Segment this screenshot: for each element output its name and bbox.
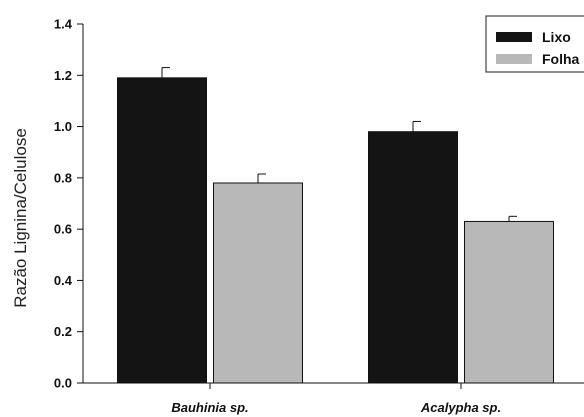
x-category-label: Bauhinia sp.: [171, 400, 248, 415]
bars-layer: [117, 67, 554, 384]
bar-folha-1: [464, 220, 554, 384]
legend: Lixo Folha: [485, 15, 584, 73]
y-tick-label: 1.4: [54, 17, 73, 32]
x-category-label: Acalypha sp.: [420, 400, 501, 415]
y-axis-title: Razão Lignina/Celulose: [11, 128, 30, 308]
legend-label-lixo: Lixo: [542, 29, 571, 45]
bar-lixo-1: [368, 131, 458, 384]
y-tick-label: 0.6: [54, 222, 72, 237]
y-tick-label: 0.2: [54, 324, 72, 339]
y-tick-label: 0.8: [54, 170, 72, 185]
x-categories: Bauhinia sp. Acalypha sp.: [171, 383, 501, 415]
y-ticks: 0.0 0.2 0.4 0.6 0.8 1.0 1.2 1.4: [54, 17, 83, 391]
legend-label-folha: Folha: [542, 51, 580, 67]
legend-swatch-lixo: [496, 32, 532, 42]
y-tick-label: 0.0: [54, 376, 72, 391]
axes: [82, 24, 584, 384]
legend-swatch-folha: [496, 54, 532, 64]
y-tick-label: 1.0: [54, 119, 72, 134]
bar-lixo-0: [117, 77, 207, 384]
y-tick-label: 1.2: [54, 68, 72, 83]
y-tick-label: 0.4: [54, 273, 73, 288]
bar-folha-0: [213, 182, 303, 384]
